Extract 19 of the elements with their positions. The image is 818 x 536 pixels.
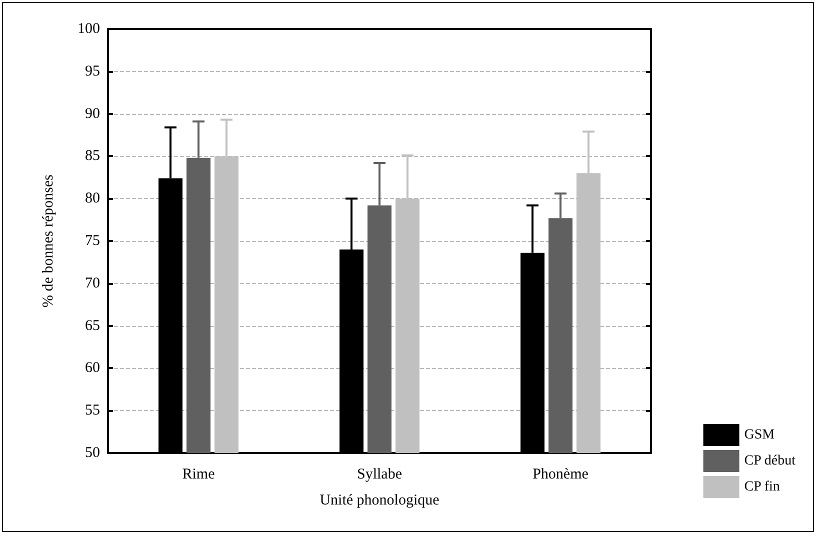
y-tick-label: 95 bbox=[85, 63, 100, 80]
x-tick-label: Phonème bbox=[532, 466, 589, 482]
y-tick-label: 70 bbox=[85, 275, 100, 292]
legend-label: CP fin bbox=[744, 480, 780, 494]
y-tick-label: 90 bbox=[85, 106, 100, 122]
y-tick-label: 50 bbox=[85, 445, 100, 461]
x-tick-label: Rime bbox=[182, 466, 216, 482]
legend-label: CP début bbox=[744, 454, 796, 468]
y-axis-title: % de bonnes réponses bbox=[40, 174, 56, 308]
x-tick-label: Syllabe bbox=[357, 466, 402, 482]
y-tick-label: 75 bbox=[85, 233, 100, 249]
y-tick-label: 60 bbox=[85, 360, 100, 376]
x-axis-title: Unité phonologique bbox=[320, 492, 440, 508]
y-tick-label: 65 bbox=[85, 318, 100, 334]
y-tick-label: 85 bbox=[85, 148, 100, 164]
y-tick-label: 100 bbox=[78, 21, 100, 37]
y-tick-label: 80 bbox=[85, 190, 100, 207]
y-tick-label: 55 bbox=[85, 402, 100, 419]
legend-label: GSM bbox=[744, 428, 776, 442]
